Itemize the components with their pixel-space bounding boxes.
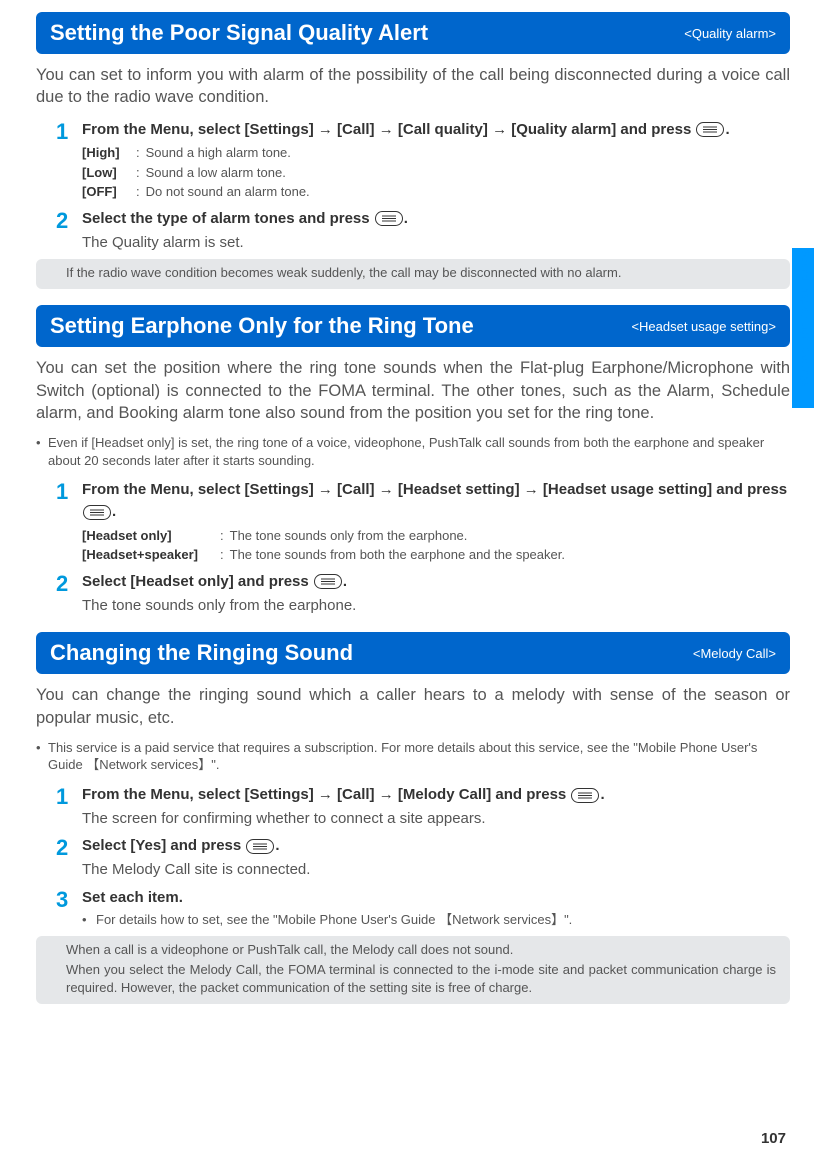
step-number: 3 — [56, 887, 82, 930]
step-instruction: From the Menu, select [Settings] → [Call… — [82, 784, 790, 806]
step-result: The screen for confirming whether to con… — [82, 808, 790, 830]
page-number: 107 — [761, 1130, 786, 1147]
step-result: The Quality alarm is set. — [82, 232, 790, 254]
step-number: 1 — [56, 784, 82, 830]
step-number: 1 — [56, 479, 82, 565]
section3-step3: 3 Set each item. For details how to set,… — [36, 887, 790, 930]
step-result: The tone sounds only from the earphone. — [82, 595, 790, 617]
step-number: 2 — [56, 835, 82, 881]
section2-step1: 1 From the Menu, select [Settings] → [Ca… — [36, 479, 790, 565]
section2-title: Setting Earphone Only for the Ring Tone — [50, 313, 474, 339]
step-instruction: From the Menu, select [Settings] → [Call… — [82, 119, 790, 141]
menu-button-icon — [83, 505, 111, 520]
option-list: [Headset only]:The tone sounds only from… — [82, 526, 790, 565]
step-instruction: Select [Headset only] and press . — [82, 571, 790, 593]
menu-button-icon — [314, 574, 342, 589]
section3-title: Changing the Ringing Sound — [50, 640, 353, 666]
option-list: [High]:Sound a high alarm tone. [Low]:So… — [82, 143, 790, 202]
section1-step1: 1 From the Menu, select [Settings] → [Ca… — [36, 119, 790, 202]
step-number: 2 — [56, 571, 82, 617]
section1-step2: 2 Select the type of alarm tones and pre… — [36, 208, 790, 254]
menu-button-icon — [696, 122, 724, 137]
menu-button-icon — [375, 211, 403, 226]
section3-step2: 2 Select [Yes] and press . The Melody Ca… — [36, 835, 790, 881]
step-instruction: Set each item. — [82, 887, 790, 909]
section2-header: Setting Earphone Only for the Ring Tone … — [36, 305, 790, 347]
menu-button-icon — [571, 788, 599, 803]
section3-tag: <Melody Call> — [693, 646, 776, 661]
section3-bullet: This service is a paid service that requ… — [36, 739, 790, 774]
section2-bullet: Even if [Headset only] is set, the ring … — [36, 434, 790, 469]
section1-title: Setting the Poor Signal Quality Alert — [50, 20, 428, 46]
step-number: 1 — [56, 119, 82, 202]
section1-intro: You can set to inform you with alarm of … — [36, 64, 790, 109]
section2-tag: <Headset usage setting> — [631, 319, 776, 334]
section3-intro: You can change the ringing sound which a… — [36, 684, 790, 729]
section1-header: Setting the Poor Signal Quality Alert <Q… — [36, 12, 790, 54]
section3-note: When a call is a videophone or PushTalk … — [36, 936, 790, 1005]
step-instruction: From the Menu, select [Settings] → [Call… — [82, 479, 790, 523]
step-sub-bullet: For details how to set, see the "Mobile … — [82, 911, 790, 930]
step-instruction: Select [Yes] and press . — [82, 835, 790, 857]
section2-intro: You can set the position where the ring … — [36, 357, 790, 424]
section1-tag: <Quality alarm> — [684, 26, 776, 41]
section2-step2: 2 Select [Headset only] and press . The … — [36, 571, 790, 617]
section3-header: Changing the Ringing Sound <Melody Call> — [36, 632, 790, 674]
step-number: 2 — [56, 208, 82, 254]
menu-button-icon — [246, 839, 274, 854]
section3-step1: 1 From the Menu, select [Settings] → [Ca… — [36, 784, 790, 830]
step-result: The Melody Call site is connected. — [82, 859, 790, 881]
step-instruction: Select the type of alarm tones and press… — [82, 208, 790, 230]
section1-note: If the radio wave condition becomes weak… — [36, 259, 790, 289]
side-label: Sound/Display/Light Settings — [799, 250, 810, 386]
